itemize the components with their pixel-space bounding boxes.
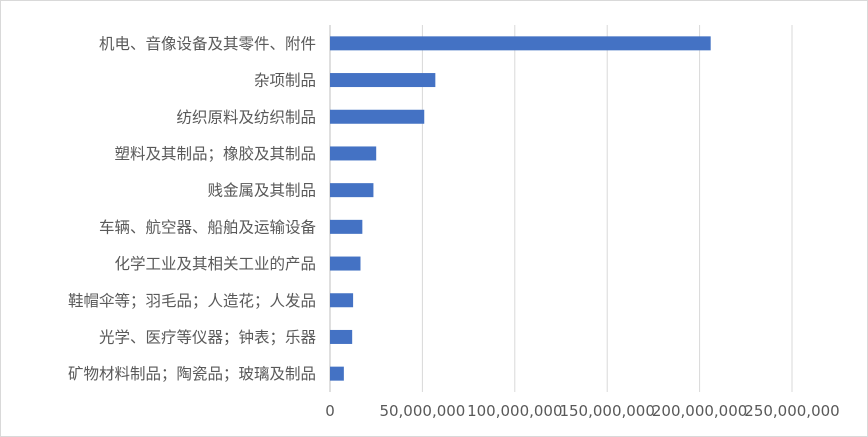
- x-tick-labels: 0 50,000,000 100,000,000150,000,000200,000…: [325, 402, 839, 420]
- bar: [330, 366, 344, 381]
- bars: [330, 36, 711, 381]
- bar: [330, 36, 711, 51]
- category-label: 塑料及其制品；橡胶及其制品: [114, 145, 316, 163]
- x-tick-label: 100,000,000: [467, 402, 562, 420]
- category-label: 鞋帽伞等；羽毛品；人造花；人发品: [68, 292, 316, 310]
- bar: [330, 109, 425, 124]
- bar: [330, 256, 361, 271]
- category-labels: 机电、音像设备及其零件、附件杂项制品纺织原料及纺织制品塑料及其制品；橡胶及其制品…: [68, 35, 317, 383]
- bar: [330, 329, 353, 344]
- x-tick-label: 50,000,000: [379, 402, 465, 420]
- x-tick-label: 200,000,000: [652, 402, 747, 420]
- category-label: 机电、音像设备及其零件、附件: [99, 35, 316, 53]
- category-label: 杂项制品: [254, 72, 316, 90]
- x-tick-label: 150,000,000: [559, 402, 654, 420]
- category-label: 贱金属及其制品: [207, 182, 316, 200]
- category-label: 纺织原料及纺织制品: [176, 108, 316, 126]
- bar: [330, 73, 436, 88]
- x-tick-label: 250,000,000: [744, 402, 839, 420]
- bar: [330, 293, 354, 308]
- bar: [330, 219, 363, 234]
- bar: [330, 146, 377, 161]
- bar: [330, 183, 374, 198]
- category-label: 化学工业及其相关工业的产品: [114, 255, 316, 273]
- category-label: 车辆、航空器、船舶及运输设备: [99, 218, 317, 236]
- x-tick-label: 0: [325, 402, 335, 420]
- category-label: 光学、医疗等仪器；钟表；乐器: [99, 328, 317, 346]
- category-label: 矿物材料制品；陶瓷品；玻璃及制品: [68, 365, 316, 383]
